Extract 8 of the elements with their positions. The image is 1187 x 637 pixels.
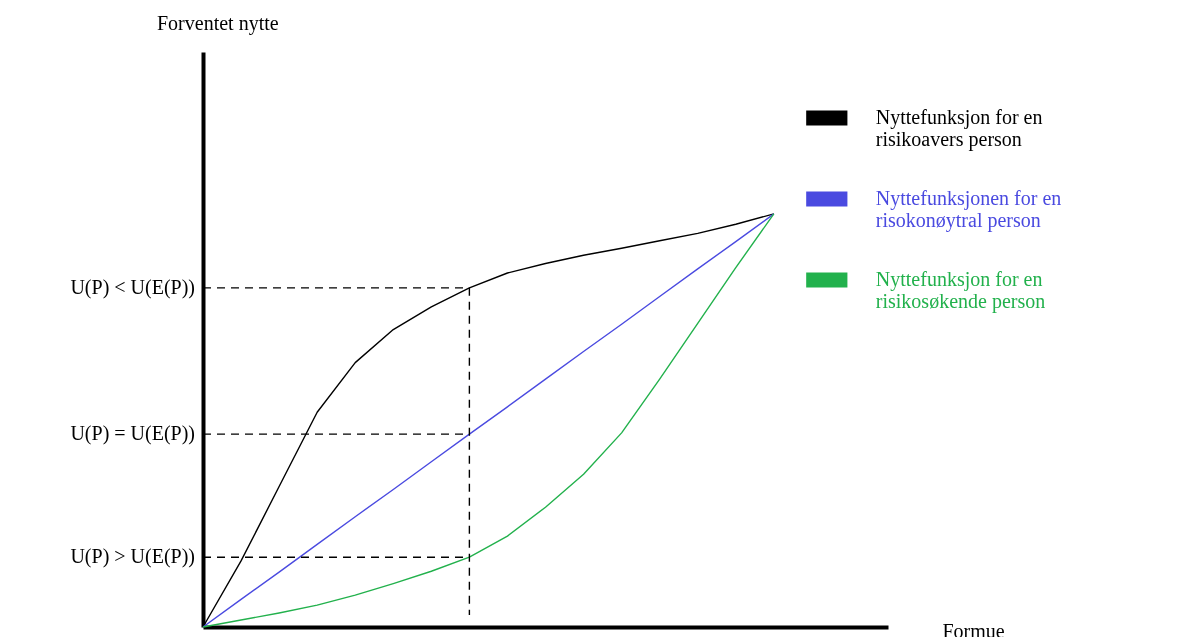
legend-label: Nyttefunksjonen for en risokonøytral person: [875, 187, 1062, 232]
legend-label: Nyttefunksjon for en risikoavers person: [875, 106, 1043, 151]
text: U(P) < U(E(P)): [70, 275, 195, 299]
text: U(P) > U(E(P)): [70, 545, 195, 569]
text: U(P) = U(E(P)): [70, 422, 195, 446]
legend-label: Nyttefunksjon for en risikosøkende person: [875, 268, 1046, 313]
x-axis-title: Formue: [942, 619, 1005, 637]
text: Forventet nytte: [157, 12, 279, 35]
